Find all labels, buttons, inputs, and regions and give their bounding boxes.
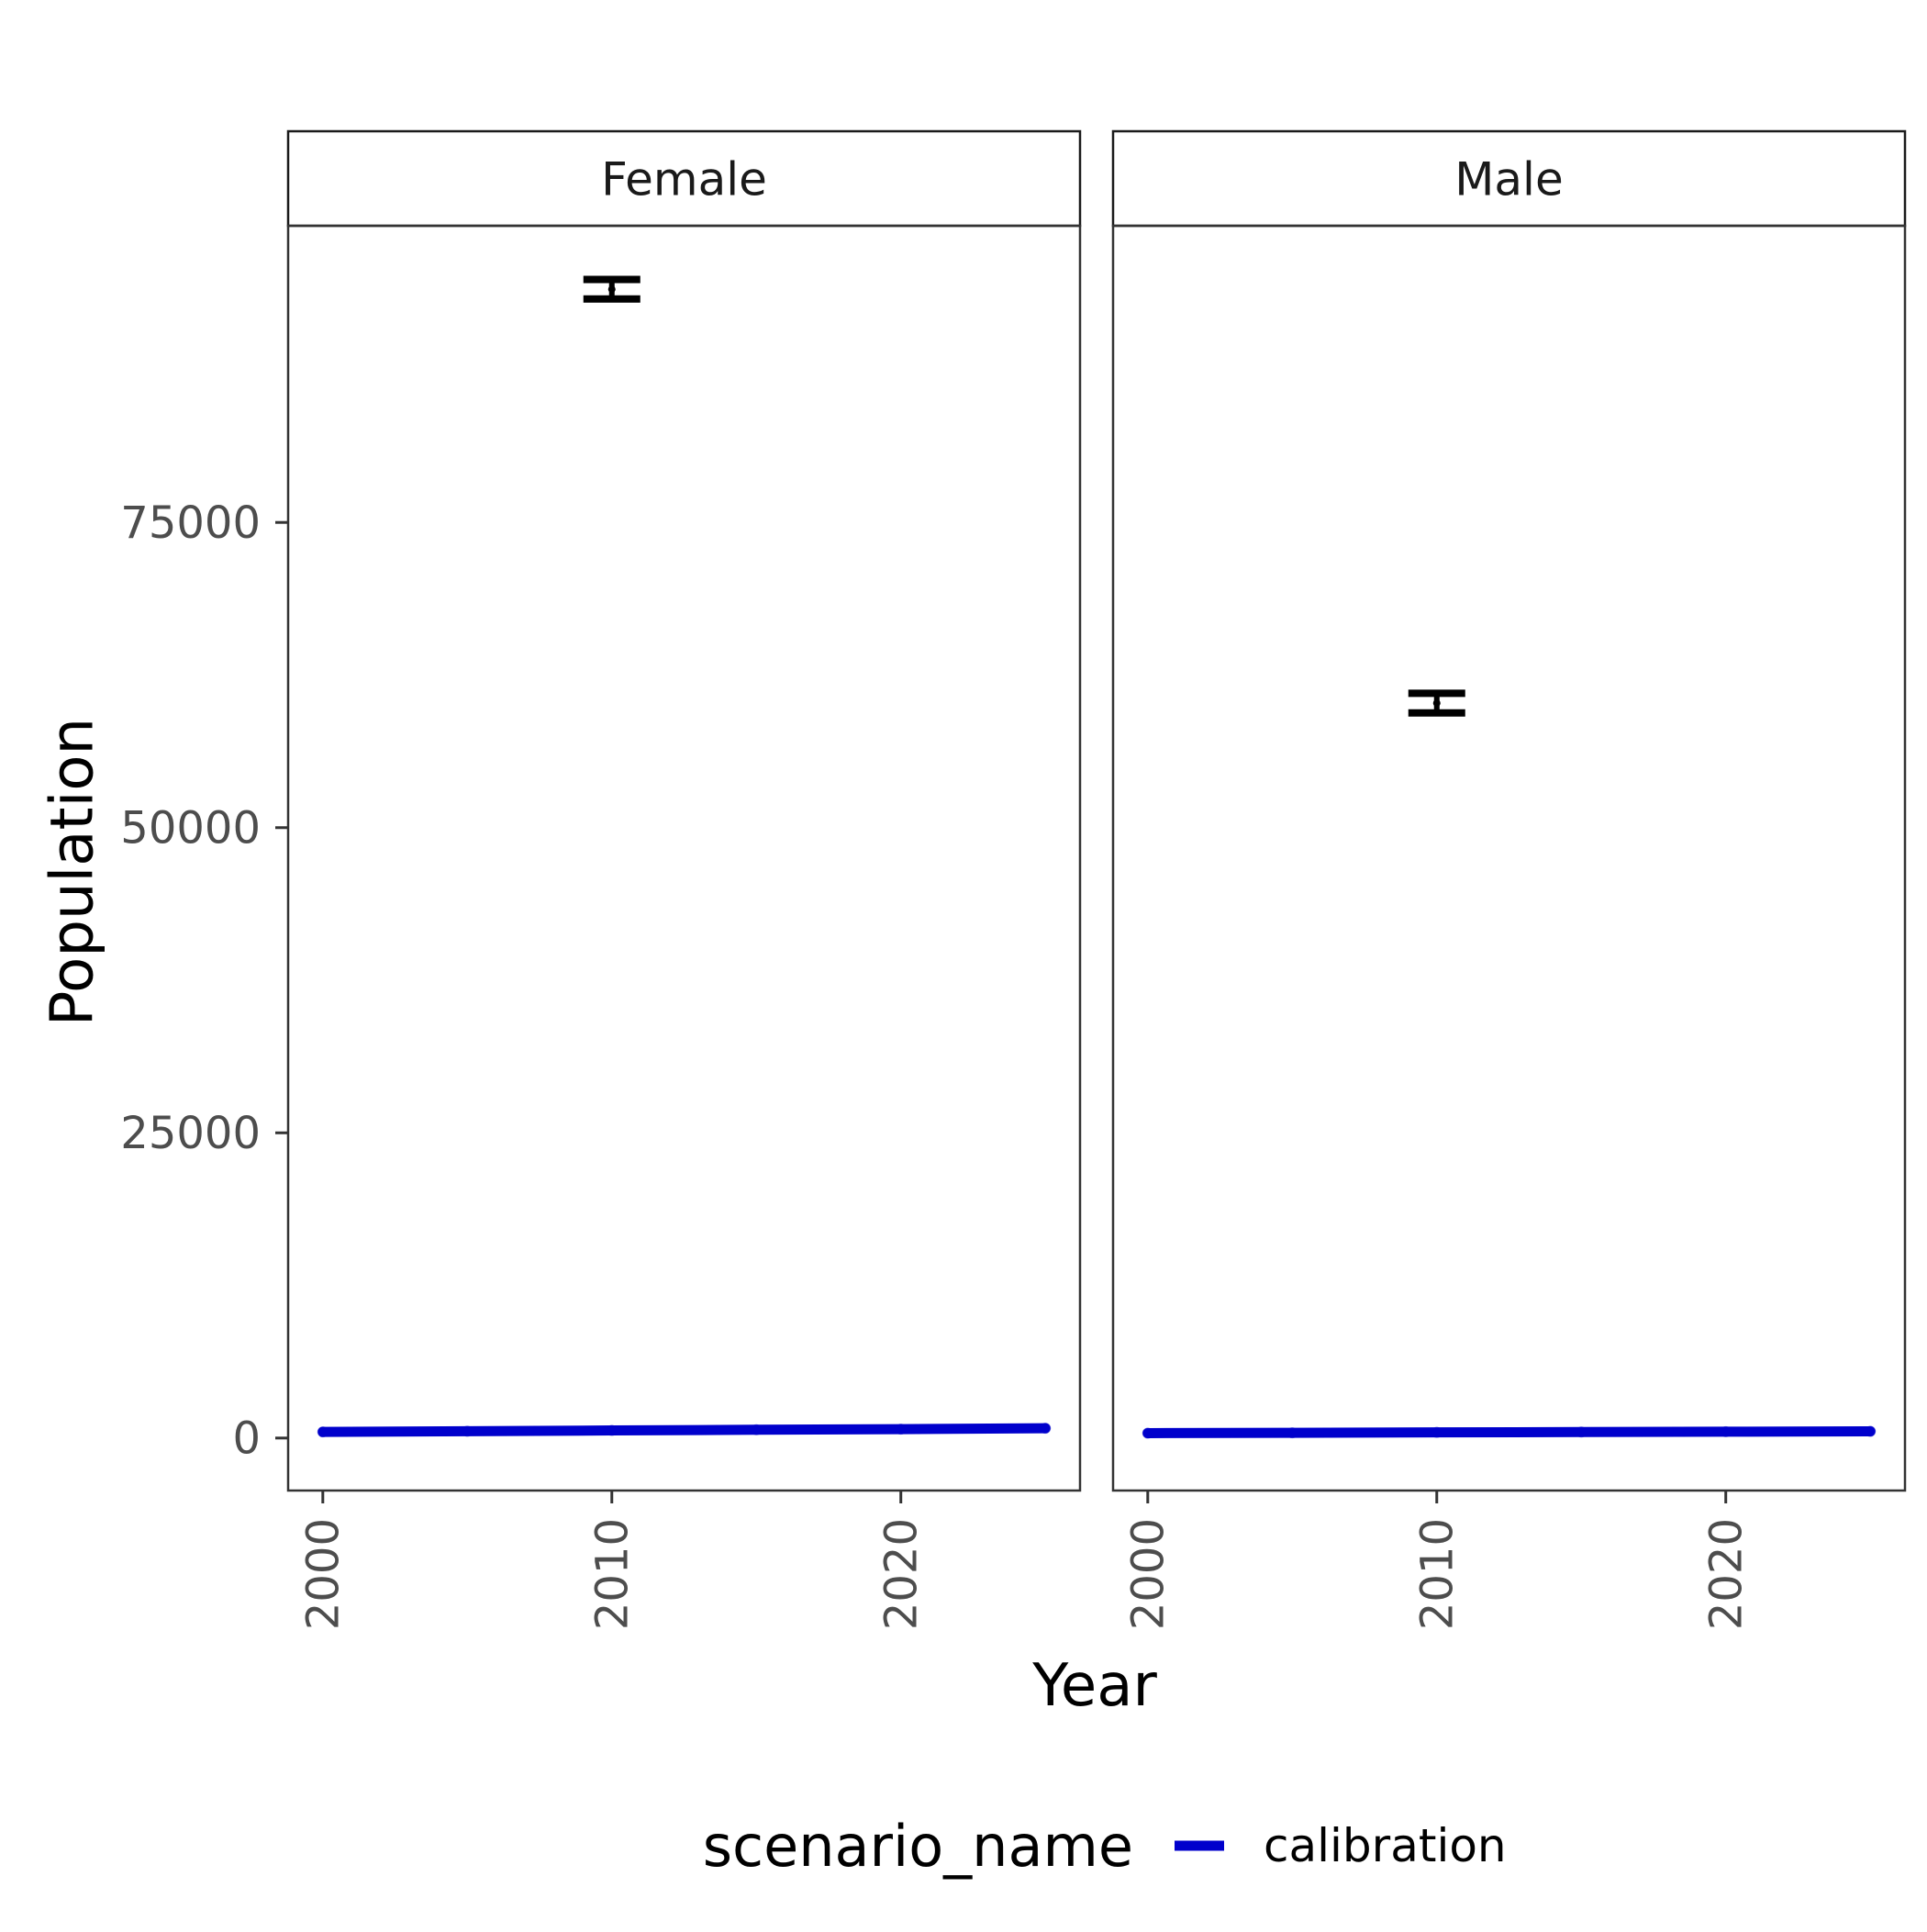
x-tick-label: 2020	[876, 1518, 928, 1630]
x-tick-label: 2020	[1701, 1518, 1753, 1630]
panel-border	[286, 224, 1082, 1492]
series-point	[1720, 1425, 1732, 1437]
facet-strip	[286, 129, 1082, 228]
series-point	[1287, 1427, 1298, 1439]
observed-point	[607, 285, 616, 294]
series-line-calibration	[1142, 1425, 1876, 1438]
legend-label-calibration: calibration	[1264, 1819, 1507, 1872]
panel-male: Male 2000 2010 2020	[1111, 129, 1907, 1630]
panel-female: Female 0 25000 50000 75000 2000 2010 2020	[120, 129, 1082, 1630]
series-point	[751, 1424, 763, 1435]
y-tick-label: 25000	[120, 1108, 261, 1159]
series-line-calibration	[317, 1423, 1051, 1437]
legend-title: scenario_name	[703, 1813, 1133, 1880]
facet-strip	[1111, 129, 1907, 228]
series-point	[1142, 1427, 1153, 1439]
panel-border	[1111, 224, 1907, 1492]
x-tick-label: 2010	[587, 1518, 639, 1630]
series-point	[1576, 1426, 1587, 1438]
facet-strip-label: Male	[1454, 153, 1563, 207]
observed-point	[1432, 699, 1441, 708]
x-tick-label: 2000	[1123, 1518, 1175, 1630]
series-point	[1040, 1423, 1052, 1435]
y-tick-label: 50000	[120, 803, 261, 854]
facet-strip-label: Female	[601, 153, 767, 207]
y-axis-title: Population	[39, 718, 106, 1026]
series-point	[1865, 1425, 1877, 1437]
y-tick-label: 0	[232, 1413, 261, 1465]
x-tick-label: 2010	[1412, 1518, 1464, 1630]
series-point	[1431, 1426, 1442, 1438]
series-point	[895, 1424, 907, 1435]
x-axis-title: Year	[1031, 1652, 1157, 1720]
legend: scenario_name calibration	[703, 1813, 1507, 1880]
series-point	[462, 1425, 473, 1437]
series-point	[317, 1426, 329, 1438]
y-tick-label: 75000	[120, 497, 261, 549]
series-point	[606, 1424, 618, 1436]
x-tick-label: 2000	[298, 1518, 350, 1630]
